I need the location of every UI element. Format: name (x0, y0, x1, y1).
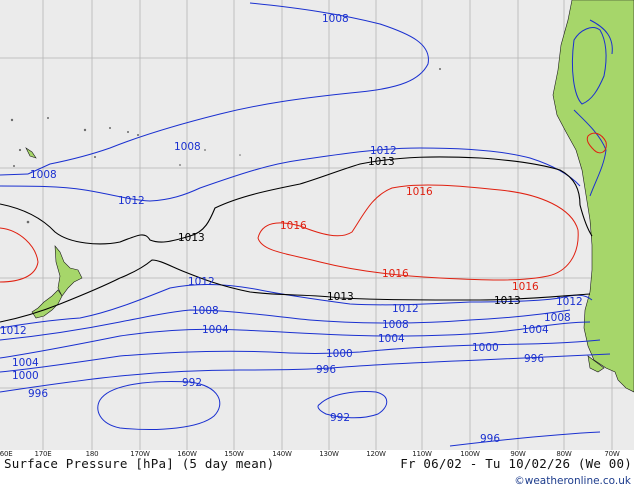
isobar-996 (0, 353, 611, 393)
label-1008-west: 1008 (30, 169, 57, 181)
label-1016-southeast: 1016 (512, 281, 539, 293)
label-1004-center: 1004 (202, 324, 229, 336)
label-1013-southeast: 1013 (494, 295, 521, 307)
isobar-1012-south (0, 283, 593, 329)
lon-tick: 180 (85, 450, 99, 458)
label-1013-east: 1013 (368, 156, 395, 168)
label-996-east: 996 (524, 353, 544, 365)
label-1016-south: 1016 (382, 268, 409, 280)
lon-tick: 70W (604, 450, 620, 458)
label-1004-west: 1004 (12, 357, 39, 369)
label-1012-far-west: 1012 (0, 325, 27, 337)
isobar-996-south (449, 431, 601, 447)
isobars-high (0, 132, 607, 283)
label-1012-west: 1012 (118, 195, 145, 207)
label-1008-center: 1008 (174, 141, 201, 153)
isobar-chile-b (573, 109, 607, 197)
isobar-1013-north (0, 156, 593, 245)
label-1016-west: 1016 (280, 220, 307, 232)
label-1016-east: 1016 (406, 186, 433, 198)
label-1008-far-east: 1008 (544, 312, 571, 324)
label-1012-south: 1012 (392, 303, 419, 315)
forecast-date-range: Fr 06/02 - Tu 10/02/26 (We 00) (400, 456, 632, 471)
lon-tick: 170E (34, 450, 52, 458)
label-992-east: 992 (330, 412, 350, 424)
label-1012-southeast: 1012 (556, 296, 583, 308)
label-1000-east: 1000 (472, 342, 499, 354)
lon-tick: 120W (366, 450, 386, 458)
islands (10, 68, 441, 224)
label-1008-south-center: 1008 (192, 305, 219, 317)
isobar-992-west (97, 381, 221, 430)
label-1013-west: 1013 (178, 232, 205, 244)
pressure-map: 1008 1008 1008 1012 1012 1013 1016 1016 … (0, 0, 634, 450)
isobar-labels: 1008 1008 1008 1012 1012 1013 1016 1016 … (0, 13, 583, 445)
lon-tick: 170W (130, 450, 150, 458)
map-canvas: 1008 1008 1008 1012 1012 1013 1016 1016 … (0, 0, 634, 450)
lon-tick: 160E (0, 450, 13, 458)
new-zealand-north-island (54, 245, 83, 297)
lon-tick: 110W (412, 450, 432, 458)
isobar-chile-a (571, 27, 607, 105)
ocean-background (0, 0, 634, 450)
isobar-1008-south (0, 309, 571, 341)
isobars-reference (0, 156, 593, 323)
isobar-1004 (0, 321, 591, 359)
isobar-chile-c (589, 19, 613, 55)
label-1012-southwest: 1012 (188, 276, 215, 288)
label-1000-west: 1000 (12, 370, 39, 382)
label-992-west: 992 (182, 377, 202, 389)
label-996-west: 996 (28, 388, 48, 400)
lon-tick: 100W (460, 450, 480, 458)
isobars-low (0, 2, 613, 447)
map-title: Surface Pressure [hPa] (5 day mean) (4, 456, 275, 471)
isobar-1016-west (0, 227, 39, 283)
isobar-1008-west (0, 173, 29, 176)
lon-tick: 130W (319, 450, 339, 458)
isobar-1016-chile (586, 132, 607, 154)
isobar-1016-east (257, 184, 579, 281)
isobar-1012-north (0, 147, 581, 202)
lon-tick: 150W (224, 450, 244, 458)
south-america-land (552, 0, 634, 393)
lon-tick: 160W (177, 450, 197, 458)
isobar-1008-north (27, 2, 429, 175)
lon-tick: 90W (510, 450, 526, 458)
label-1013-south: 1013 (327, 291, 354, 303)
isobar-1000 (0, 339, 601, 373)
label-1000-center: 1000 (326, 348, 353, 360)
lon-tick: 140W (272, 450, 292, 458)
label-1004-east: 1004 (378, 333, 405, 345)
label-1008-top: 1008 (322, 13, 349, 25)
isobar-1013-south (0, 259, 591, 323)
label-996-south: 996 (480, 433, 500, 445)
tierra-del-fuego (587, 355, 605, 373)
source-credit-link[interactable]: ©weatheronline.co.uk (514, 475, 631, 487)
landmasses (25, 0, 634, 393)
label-1008-south-east: 1008 (382, 319, 409, 331)
new-caledonia (25, 147, 37, 159)
label-1012-east: 1012 (370, 145, 397, 157)
lon-tick: 80W (556, 450, 572, 458)
isobar-992-east (317, 391, 388, 419)
label-1004-far-east: 1004 (522, 324, 549, 336)
label-996-center: 996 (316, 364, 336, 376)
